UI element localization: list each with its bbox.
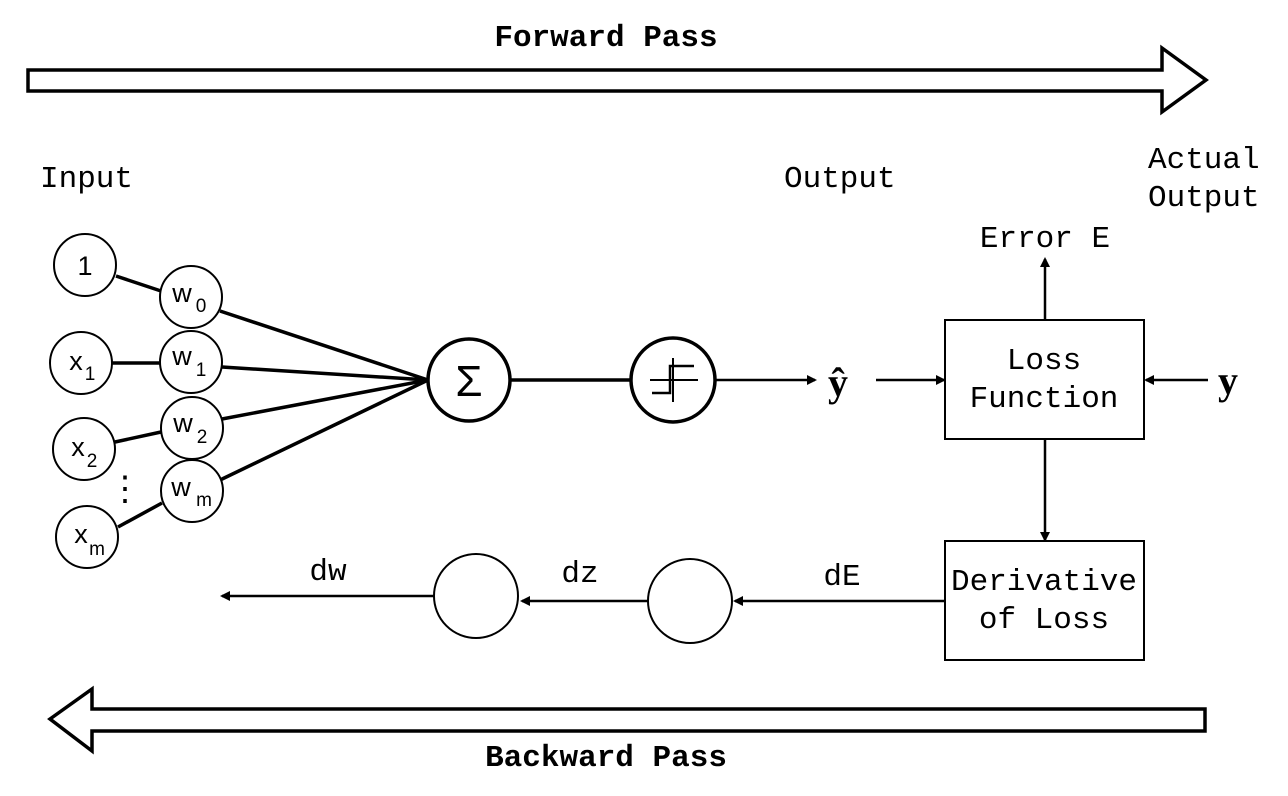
error-label: Error E [980, 222, 1110, 257]
connector-line [221, 365, 429, 382]
backward-pass-arrow [47, 685, 1207, 755]
connector-line [221, 378, 429, 421]
weight-node: w 2 [160, 396, 224, 460]
svg-text:Derivative: Derivative [951, 565, 1137, 600]
loss-function-box: Loss Function [944, 319, 1145, 440]
actual-output-label-line1: Actual [1148, 143, 1260, 178]
svg-text:m: m [196, 490, 212, 511]
backward-node [647, 558, 733, 644]
summation-node: Σ [426, 337, 512, 423]
svg-text:0: 0 [196, 296, 207, 317]
svg-text:m: m [89, 539, 105, 560]
weight-node: w m [160, 459, 224, 523]
step-function-icon [650, 358, 698, 402]
forward-pass-arrow [26, 44, 1209, 116]
svg-text:w: w [171, 341, 192, 371]
svg-text:2: 2 [197, 427, 208, 448]
input-label: Input [40, 162, 133, 197]
dz-label: dz [561, 557, 598, 592]
connector-line [117, 501, 163, 529]
weight-node: w 0 [159, 265, 223, 329]
svg-text:2: 2 [87, 451, 98, 472]
connector-line [114, 430, 162, 444]
backward-pass-title: Backward Pass [485, 741, 727, 776]
svg-text:w: w [171, 278, 192, 308]
connector-line [217, 378, 429, 483]
forward-pass-title: Forward Pass [494, 21, 717, 56]
svg-text:Loss: Loss [1007, 344, 1081, 379]
backward-node [433, 553, 519, 639]
input-node: 1 [53, 233, 117, 297]
y-label: y [1218, 358, 1238, 403]
svg-text:x: x [71, 432, 85, 462]
input-node: x m [55, 505, 119, 569]
activation-node [629, 336, 717, 424]
output-label: Output [784, 162, 896, 197]
y-hat-label: ŷ [828, 360, 848, 405]
input-node: x 2 [52, 417, 116, 481]
ellipsis: ⋮ [108, 471, 142, 508]
connector-line [219, 309, 429, 382]
svg-text:1: 1 [77, 251, 92, 281]
svg-text:1: 1 [196, 360, 207, 381]
sigma-icon: Σ [455, 357, 482, 406]
svg-text:1: 1 [85, 364, 96, 385]
svg-text:Function: Function [970, 382, 1119, 417]
svg-text:w: w [172, 408, 193, 438]
dw-label: dw [309, 555, 347, 590]
svg-text:x: x [74, 519, 88, 549]
svg-text:w: w [170, 472, 191, 502]
svg-text:x: x [69, 346, 83, 376]
actual-output-label-line2: Output [1148, 181, 1260, 216]
weight-node: w 1 [159, 330, 223, 394]
input-node: x 1 [49, 331, 113, 395]
dE-label: dE [823, 560, 860, 595]
svg-text:of Loss: of Loss [979, 603, 1109, 638]
connector-line [115, 274, 162, 293]
derivative-of-loss-box: Derivative of Loss [944, 540, 1145, 661]
